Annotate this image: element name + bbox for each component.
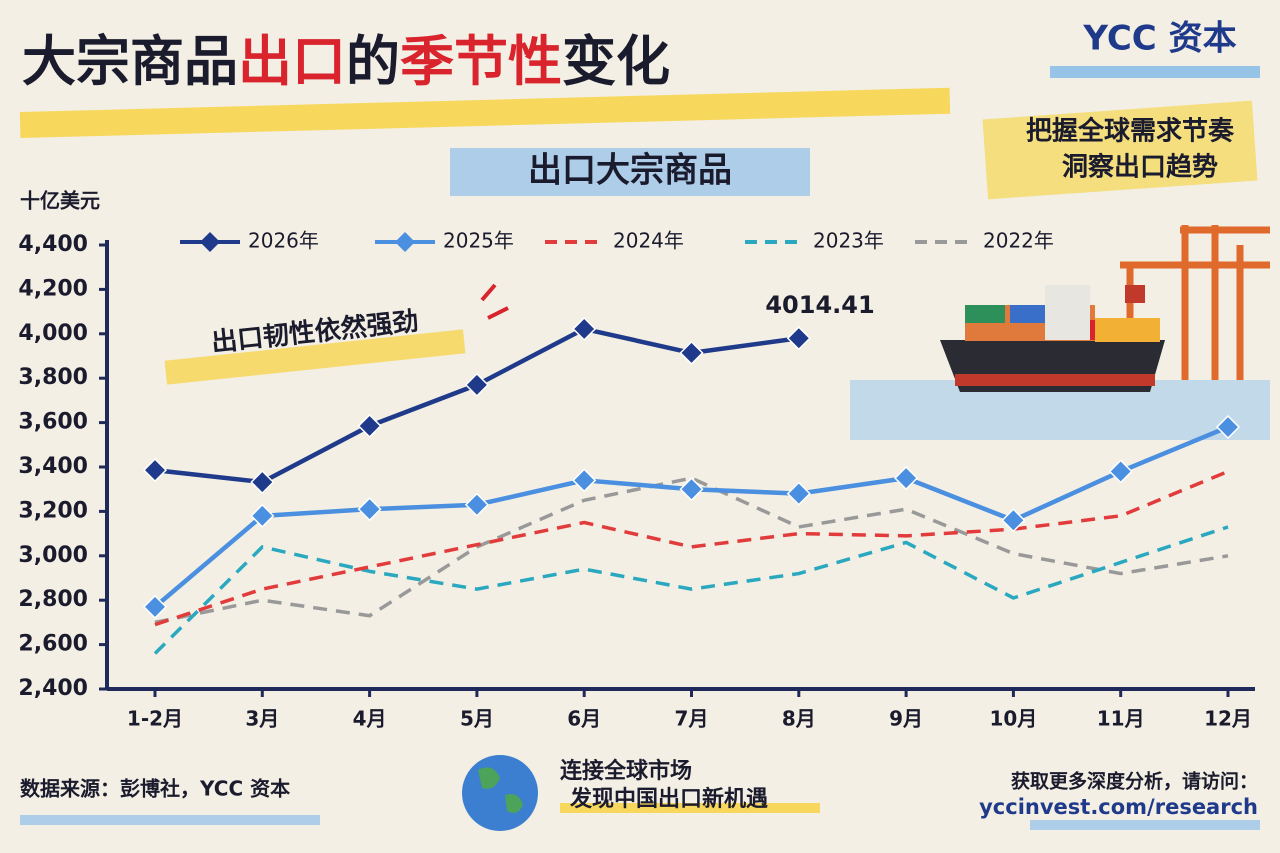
- point: [464, 372, 489, 397]
- x-tick-label: 8月: [782, 707, 816, 731]
- globe-land: [478, 767, 523, 813]
- series-line: [154, 469, 1229, 627]
- legend-label: 2023年: [813, 229, 884, 253]
- x-tick-label: 1-2月: [127, 707, 183, 731]
- point: [142, 594, 168, 619]
- title-part: 季节性: [400, 30, 562, 93]
- point: [679, 477, 704, 502]
- x-tick-label: 12月: [1204, 707, 1252, 731]
- annotation-highlight: [164, 329, 466, 385]
- legend-marker: [200, 232, 220, 252]
- y-tick-label: 2,600: [18, 632, 88, 657]
- x-tick-label: 11月: [1097, 707, 1145, 731]
- title-part: 的: [346, 30, 400, 93]
- annotation-accent: [480, 283, 509, 320]
- url[interactable]: yccinvest.com/research: [979, 795, 1258, 819]
- series-line: [154, 476, 1229, 625]
- point: [1215, 414, 1241, 440]
- legend-label: 2025年: [443, 229, 514, 253]
- y-tick-label: 2,800: [18, 587, 88, 612]
- legend-label: 2024年: [613, 229, 684, 253]
- source: 数据来源：彭博社，YCC 资本: [20, 777, 290, 801]
- legend-label: 2022年: [983, 229, 1054, 253]
- brand-underline: [1050, 66, 1260, 78]
- point: [572, 316, 597, 341]
- globe: [462, 755, 538, 831]
- y-tick-label: 3,400: [18, 454, 88, 479]
- point: [1108, 459, 1133, 484]
- series-line: [153, 525, 1229, 655]
- brand: YCC 资本: [1082, 19, 1236, 59]
- point: [357, 497, 382, 522]
- point: [786, 326, 811, 351]
- y-axis-label: 十亿美元: [20, 189, 100, 213]
- footer-underline: [1030, 820, 1260, 830]
- y-tick-label: 3,600: [18, 410, 88, 435]
- y-tick-label: 3,800: [18, 365, 88, 390]
- point: [357, 413, 382, 438]
- subtitle-highlight: [450, 148, 810, 196]
- legend-marker: [395, 232, 415, 252]
- y-tick-label: 4,000: [18, 321, 88, 346]
- x-tick-label: 3月: [245, 707, 279, 731]
- y-tick-label: 4,200: [18, 276, 88, 301]
- title-part: 大宗商品: [22, 30, 238, 93]
- annotation: 4014.41: [765, 291, 874, 319]
- point: [464, 492, 489, 517]
- ship-illustration: [850, 225, 1270, 440]
- x-tick-label: 7月: [675, 707, 709, 731]
- x-tick-label: 10月: [989, 707, 1037, 731]
- x-tick-label: 6月: [567, 707, 601, 731]
- chart-title: 大宗商品出口的季节性变化: [22, 30, 670, 93]
- point: [1001, 508, 1026, 533]
- title-part: 出口: [238, 30, 346, 93]
- x-tick-label: 4月: [353, 707, 387, 731]
- point: [250, 503, 275, 528]
- footer-underline: [560, 803, 820, 813]
- footer-text: 发现中国出口新机遇: [569, 786, 768, 812]
- footer-underline: [20, 815, 320, 825]
- title-part: 变化: [562, 30, 670, 93]
- subtitle: 出口大宗商品: [528, 151, 732, 191]
- y-tick-label: 3,000: [18, 543, 88, 568]
- point: [250, 470, 275, 495]
- point: [679, 340, 704, 365]
- y-tick-label: 3,200: [18, 498, 88, 523]
- y-tick-label: 4,400: [18, 232, 88, 257]
- point: [894, 466, 919, 491]
- footer-text: 获取更多深度分析，请访问：: [1011, 770, 1258, 793]
- x-tick-label: 5月: [460, 707, 494, 731]
- y-tick-label: 2,400: [18, 676, 88, 701]
- slogan-highlight: [982, 100, 1258, 200]
- title-highlight: [19, 87, 951, 139]
- point: [142, 458, 168, 483]
- point: [786, 481, 811, 506]
- footer-text: 连接全球市场: [560, 758, 692, 784]
- slogan: 洞察出口趋势: [1062, 153, 1218, 183]
- legend-label: 2026年: [248, 229, 319, 253]
- x-tick-label: 9月: [889, 707, 923, 731]
- slogan: 把握全球需求节奏: [1026, 116, 1235, 147]
- point: [572, 468, 597, 493]
